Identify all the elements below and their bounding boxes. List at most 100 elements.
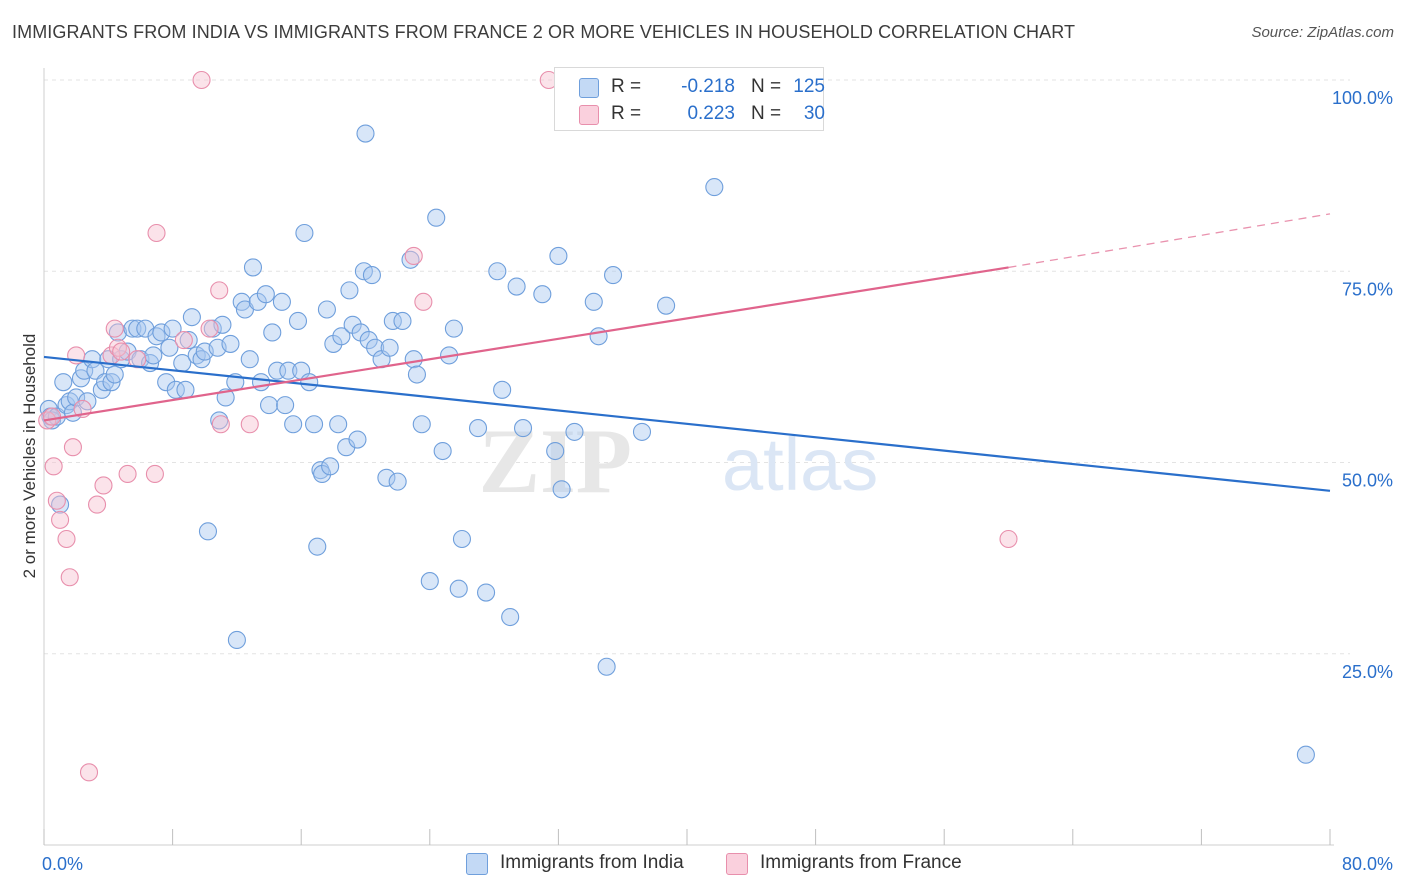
india-point	[359, 331, 378, 350]
india-point	[507, 277, 526, 296]
india-point	[589, 327, 608, 346]
france-point	[79, 763, 99, 782]
france-point	[44, 457, 63, 476]
india-point	[366, 338, 385, 357]
france-point	[60, 568, 79, 587]
france-point	[118, 464, 137, 484]
y-tick-label: 100.0%	[1332, 88, 1393, 108]
india-point	[657, 296, 676, 315]
india-trend-line	[43, 355, 1331, 492]
india-point	[533, 285, 552, 304]
india-points	[39, 124, 1315, 764]
india-point	[565, 422, 584, 441]
india-point	[632, 422, 652, 441]
india-point	[393, 311, 412, 331]
france-swatch	[579, 105, 599, 125]
india-point	[513, 419, 533, 438]
gridlines	[44, 79, 1350, 655]
india-point	[407, 365, 426, 384]
india-point	[284, 415, 303, 434]
france-point	[105, 319, 124, 338]
trend-lines	[43, 213, 1331, 492]
india-point	[412, 415, 431, 434]
india-point	[433, 441, 452, 461]
india-point	[54, 373, 73, 392]
france-point	[47, 491, 66, 510]
france-legend-label: Immigrants from France	[760, 852, 962, 873]
watermark-zip: ZIP	[479, 410, 632, 512]
india-legend-label: Immigrants from India	[500, 852, 684, 873]
india-point	[449, 579, 468, 598]
india-point	[300, 373, 319, 392]
india-point	[276, 396, 295, 415]
india-point	[444, 319, 463, 338]
india-point	[329, 415, 348, 434]
india-point	[452, 529, 472, 549]
india-point	[96, 373, 115, 392]
india-point	[227, 630, 246, 650]
france-trend-extension	[1008, 213, 1331, 269]
y-tick-label: 75.0%	[1342, 279, 1393, 299]
india-point	[160, 338, 179, 357]
india-point	[240, 350, 259, 369]
india-point	[182, 308, 201, 327]
france-point	[200, 319, 219, 338]
india-point	[377, 468, 396, 487]
france-point	[404, 246, 423, 265]
tick-labels: 25.0% 50.0% 75.0% 100.0% 0.0% 80.0%	[42, 88, 1393, 874]
france-point	[174, 331, 193, 350]
india-r-value: -0.218	[681, 76, 735, 97]
france-n-value: 30	[803, 103, 825, 124]
india-point	[404, 350, 423, 369]
source-label[interactable]: Source: ZipAtlas.com	[1251, 24, 1394, 41]
france-trend-line	[43, 266, 1009, 422]
india-point	[152, 323, 171, 342]
france-point	[414, 292, 433, 311]
chart-title: IMMIGRANTS FROM INDIA VS IMMIGRANTS FROM…	[12, 22, 1076, 42]
france-point	[51, 510, 70, 529]
france-point	[999, 529, 1018, 549]
axes	[43, 68, 1334, 846]
france-point	[211, 415, 230, 434]
stats-legend: R = -0.218 N = 125 R = 0.223 N = 30	[554, 67, 825, 131]
france-r-value: 0.223	[687, 103, 735, 124]
y-tick-label: 50.0%	[1342, 471, 1393, 491]
watermark-atlas: atlas	[722, 423, 878, 506]
x-tick-label-min: 0.0%	[42, 854, 83, 874]
india-point	[705, 178, 724, 197]
france-point	[63, 438, 82, 457]
india-point	[388, 472, 407, 491]
india-point	[468, 419, 488, 438]
france-points	[38, 70, 1018, 782]
india-point	[383, 311, 402, 331]
france-point	[210, 281, 229, 300]
india-point	[305, 415, 324, 434]
india-swatch	[579, 78, 599, 98]
india-point	[251, 373, 271, 392]
india-point	[279, 361, 298, 380]
india-point	[256, 285, 275, 304]
india-point	[144, 346, 163, 365]
france-point	[87, 495, 107, 514]
india-point	[356, 124, 375, 143]
india-point	[105, 365, 124, 384]
india-point	[221, 334, 240, 353]
france-point	[112, 342, 131, 361]
france-legend-swatch	[726, 853, 748, 875]
france-point	[240, 415, 259, 434]
india-point	[584, 292, 603, 311]
india-point	[501, 607, 520, 627]
india-point	[179, 331, 198, 350]
india-point	[380, 338, 399, 357]
france-point	[147, 223, 166, 243]
france-r-label: R =	[611, 103, 642, 124]
india-point	[340, 281, 359, 300]
india-point	[488, 262, 507, 281]
india-point	[198, 522, 218, 541]
france-point	[57, 529, 76, 549]
y-tick-label: 25.0%	[1342, 662, 1393, 682]
india-point	[332, 327, 351, 346]
india-point	[552, 480, 571, 499]
india-n-value: 125	[793, 76, 825, 97]
